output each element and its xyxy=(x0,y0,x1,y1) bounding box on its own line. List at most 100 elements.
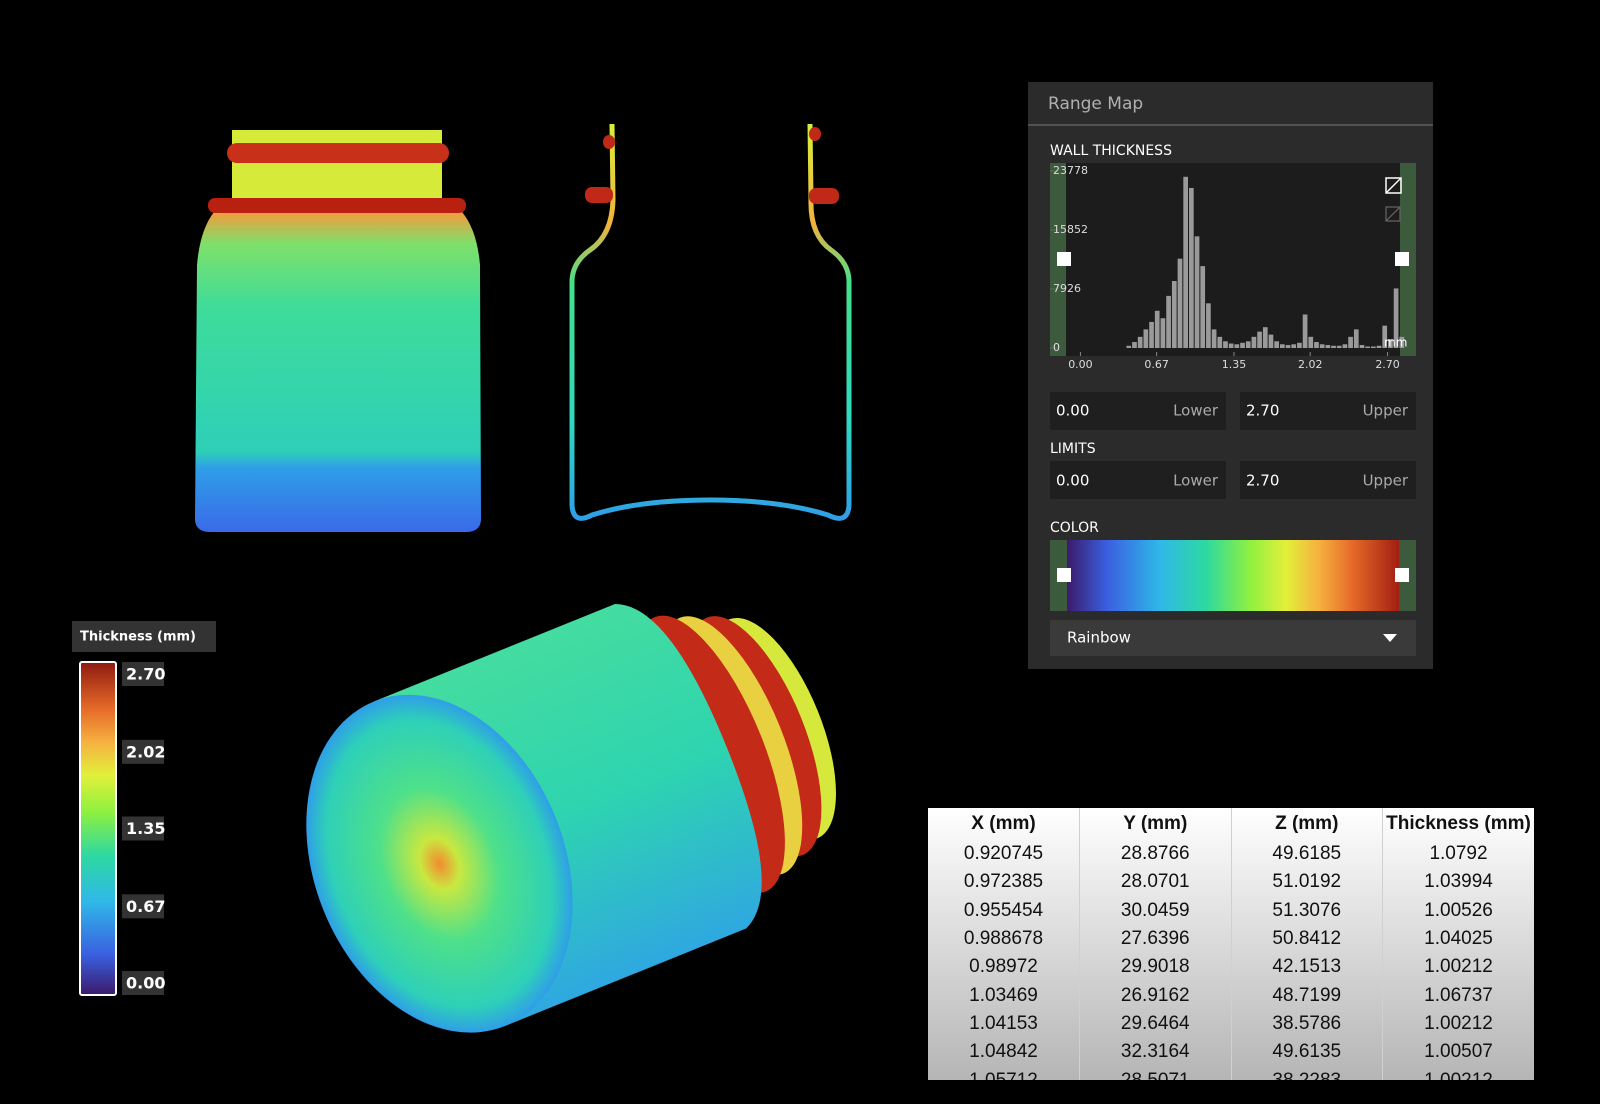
table-cell: 32.3164 xyxy=(1079,1038,1231,1067)
input-field[interactable] xyxy=(1050,392,1226,430)
range-map-panel: Range Map WALL THICKNESS 0 7926 15852 23778… xyxy=(1028,82,1433,669)
legend-title: Thickness (mm) xyxy=(80,630,196,645)
bottle-front-render xyxy=(195,130,481,532)
histogram-bar xyxy=(1189,187,1194,348)
table-cell: 1.05712 xyxy=(928,1066,1080,1080)
table-row: 0.98972 29.9018 42.1513 1.00212 xyxy=(928,953,1534,982)
table-cell: 51.3076 xyxy=(1230,896,1383,925)
legend-colorbar xyxy=(79,661,117,996)
x-tick-label: 0.00 xyxy=(1068,358,1093,371)
table-cell: 49.6135 xyxy=(1230,1038,1383,1067)
input-field[interactable] xyxy=(1240,392,1416,430)
table-cell: 28.5071 xyxy=(1079,1066,1231,1080)
histogram-bar xyxy=(1365,346,1370,348)
section-label: WALL THICKNESS xyxy=(1050,143,1172,159)
color-legend: Thickness (mm) 2.70 2.02 1.35 0.67 0.00 xyxy=(72,621,216,996)
histogram-bar xyxy=(1302,314,1308,348)
histogram-bar xyxy=(1399,336,1405,348)
range-handle[interactable] xyxy=(1395,252,1409,266)
table-row: 0.988678 27.6396 50.8412 1.04025 xyxy=(928,924,1534,954)
legend-tick-label: 0.67 xyxy=(126,897,165,916)
autoscale-icon[interactable] xyxy=(1385,177,1402,194)
table: X (mm) Y (mm) Z (mm) Thickness (mm) 0.920745… xyxy=(928,808,1534,1080)
histogram-bar xyxy=(1171,281,1177,348)
histogram-bar xyxy=(1177,258,1183,348)
y-tick-label: 0 xyxy=(1053,341,1060,354)
histogram-bar xyxy=(1126,345,1132,348)
legend-tick-label: 2.70 xyxy=(126,665,165,684)
histogram-bar xyxy=(1251,336,1257,348)
autoscale-icon[interactable] xyxy=(1385,206,1401,222)
histogram-bar xyxy=(1291,344,1297,348)
table-cell: 27.6396 xyxy=(1079,924,1231,954)
legend-tick-bg xyxy=(122,894,164,919)
bottle-section-render xyxy=(569,123,852,521)
table-header: X (mm) Y (mm) Z (mm) Thickness (mm) xyxy=(928,808,1534,840)
histogram-bar xyxy=(1348,336,1353,348)
histogram-bar xyxy=(1353,329,1359,348)
palette-dropdown[interactable] xyxy=(1050,620,1416,656)
histogram-bar xyxy=(1359,345,1365,348)
input-field[interactable] xyxy=(1240,461,1416,499)
histogram-bar xyxy=(1166,295,1171,348)
table-cell: 0.98972 xyxy=(969,956,1038,978)
x-tick-label: 2.02 xyxy=(1298,358,1323,371)
table-row: 0.955454 30.0459 51.3076 1.00526 xyxy=(928,896,1534,925)
color-handle[interactable] xyxy=(1057,568,1071,582)
section-label: COLOR xyxy=(1050,520,1099,536)
table-row: 1.0571228.507138.22831.00212 xyxy=(928,1066,1534,1080)
input-field[interactable] xyxy=(1050,461,1226,499)
histogram-bar xyxy=(1342,344,1348,348)
table-cell: 50.8412 xyxy=(1230,924,1383,954)
section-label: LIMITS xyxy=(1050,441,1096,457)
histogram-bar xyxy=(1280,344,1285,348)
table-cell: 26.9162 xyxy=(1079,981,1231,1010)
column-header: Z (mm) xyxy=(1230,808,1383,840)
histogram-bar xyxy=(1274,341,1279,348)
histogram-bar xyxy=(1143,329,1149,348)
input-label: Upper xyxy=(1363,472,1409,490)
histogram-bar xyxy=(1228,343,1234,348)
legend-tick-bg xyxy=(122,662,164,686)
histogram-bar xyxy=(1319,344,1325,348)
table-cell: 1.00212 xyxy=(1382,1009,1534,1039)
data-table: X (mm) Y (mm) Z (mm) Thickness (mm) 0.920745… xyxy=(928,808,1534,1080)
y-tick-label: 15852 xyxy=(1053,223,1088,236)
legend-header xyxy=(72,621,216,652)
histogram: 0 7926 15852 23778 0.00 0.67 1.35 2.02 2.70 xyxy=(1050,164,1405,371)
color-handle[interactable] xyxy=(1395,568,1409,582)
table-cell: 29.9018 xyxy=(1079,953,1231,982)
column-header: Thickness (mm) xyxy=(1382,808,1534,840)
table-cell: 0.988678 xyxy=(963,928,1044,950)
table-cell: 48.7199 xyxy=(1230,981,1383,1010)
legend-tick-label: 0.00 xyxy=(126,974,165,993)
histogram-bar xyxy=(1382,325,1388,348)
table-row: 1.03469 26.9162 48.7199 1.06737 xyxy=(928,981,1534,1010)
input-label: Upper xyxy=(1363,402,1409,420)
histogram-bar xyxy=(1393,288,1399,348)
column-header: X (mm) xyxy=(971,813,1036,834)
x-tick-label: 0.67 xyxy=(1144,358,1169,371)
histogram-bar xyxy=(1206,303,1211,348)
table-cell: 38.2283 xyxy=(1230,1066,1383,1080)
histogram-bar xyxy=(1200,266,1206,348)
histogram-bar xyxy=(1314,342,1319,348)
range-handle[interactable] xyxy=(1057,252,1071,266)
histogram-bar xyxy=(1371,346,1376,348)
table-row: 0.972385 28.0701 51.0192 1.03994 xyxy=(928,868,1534,897)
table-cell: 1.06737 xyxy=(1382,981,1534,1010)
histogram-bar xyxy=(1211,329,1217,348)
bottle-tilted-render xyxy=(306,604,836,1033)
histogram-bar xyxy=(1149,321,1154,348)
histogram-bar xyxy=(1132,342,1137,348)
section-ring xyxy=(585,127,839,204)
table-cell: 1.00526 xyxy=(1382,896,1534,925)
palette-value: Rainbow xyxy=(1067,629,1131,647)
table-cell: 28.0701 xyxy=(1079,868,1231,897)
histogram-bar xyxy=(1388,339,1393,348)
table-cell: 42.1513 xyxy=(1230,953,1383,982)
table-cell: 1.04025 xyxy=(1382,924,1534,954)
histogram-bar xyxy=(1194,236,1200,348)
table-cell: 28.8766 xyxy=(1079,840,1231,869)
histogram-bar xyxy=(1245,341,1251,348)
